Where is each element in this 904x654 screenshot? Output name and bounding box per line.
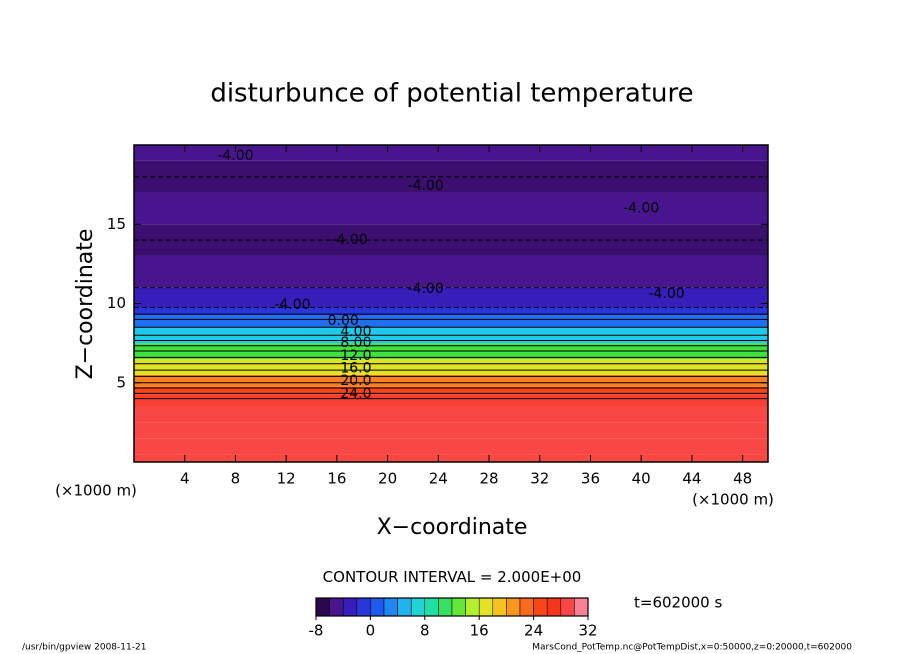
colorbar-cell <box>397 597 412 617</box>
colorbar-cell <box>574 597 589 617</box>
field-band <box>134 192 768 225</box>
colorbar-cell <box>546 597 562 617</box>
x-tick-label: 16 <box>327 470 346 488</box>
colorbar: -8 0 8 16 24 32 <box>309 597 598 640</box>
field-band <box>134 454 768 462</box>
colorbar-cell <box>315 597 330 617</box>
field-band <box>134 287 768 308</box>
colorbar-cell <box>492 597 507 617</box>
colorbar-cell <box>478 597 494 617</box>
y-tick-label: 15 <box>107 215 126 233</box>
colorbar-cell <box>356 597 371 617</box>
contour-label: -4.00 <box>623 200 659 216</box>
contour-label: -4.00 <box>274 297 310 313</box>
contour-label: 8.00 <box>340 335 371 351</box>
contour-interval-title: CONTOUR INTERVAL = <box>323 568 493 586</box>
colorbar-cell <box>451 597 466 617</box>
colorbar-tick-label: -8 <box>309 622 324 640</box>
field-band <box>134 145 768 161</box>
x-tick-label: 12 <box>277 470 296 488</box>
plot-area: -4.00 -4.00 -4.00 -4.00 -4.00 -4.00 -4.00 0.004… <box>134 145 768 462</box>
field-band <box>134 315 768 328</box>
contour-interval-value: 2.000E+00 <box>497 568 581 586</box>
chart-title: disturbunce of potential temperature <box>210 79 693 109</box>
colorbar-cell <box>506 597 521 617</box>
contour-label: -4.00 <box>408 178 444 194</box>
field-band <box>134 255 768 288</box>
colorbar-cell <box>438 597 453 617</box>
colorbar-cell <box>560 597 575 617</box>
contour-label: 16.0 <box>340 360 371 376</box>
colorbar-cell <box>465 597 480 617</box>
y-axis-label: Z−coordinate <box>73 229 98 380</box>
y-tick-label: 10 <box>107 294 126 312</box>
field-band <box>134 358 768 375</box>
contour-label: -4.00 <box>408 281 444 297</box>
contour-label: 0.00 <box>328 313 359 329</box>
colorbar-cell <box>342 597 358 617</box>
field-band <box>134 386 768 395</box>
x-tick-label: 8 <box>231 470 241 488</box>
y-tick-label: 5 <box>116 373 126 391</box>
x-tick-label: 32 <box>530 470 549 488</box>
contour-label: 12.0 <box>340 348 371 364</box>
y-unit-label: (×1000 m) <box>55 482 137 500</box>
colorbar-cell <box>329 597 344 617</box>
colorbar-cell <box>370 597 385 617</box>
colorbar-tick-label: 24 <box>524 622 543 640</box>
contour-label: 20.0 <box>340 373 371 389</box>
contour-label: -4.00 <box>217 148 253 164</box>
x-axis-label: X−coordinate <box>377 515 528 540</box>
colorbar-cell <box>424 597 439 617</box>
field-band <box>134 438 768 455</box>
field-band <box>134 374 768 387</box>
footer-left: /usr/bin/gpview 2008-11-21 <box>22 643 146 653</box>
colorbar-cell <box>533 597 548 617</box>
colorbar-frame <box>315 597 589 617</box>
contour-label: -4.00 <box>648 286 684 302</box>
field-band <box>134 422 768 439</box>
x-tick-label: 20 <box>378 470 397 488</box>
x-tick-label: 40 <box>632 470 651 488</box>
colorbar-tick-label: 8 <box>420 622 430 640</box>
colorbar-tick-label: 32 <box>578 622 597 640</box>
contour-label: 24.0 <box>340 386 371 402</box>
x-unit-label: (×1000 m) <box>692 491 774 509</box>
x-tick-label: 4 <box>180 470 190 488</box>
x-tick-label: 24 <box>429 470 448 488</box>
field-band <box>134 406 768 423</box>
colorbar-tick-label: 16 <box>470 622 489 640</box>
x-tick-label: 28 <box>479 470 498 488</box>
contour-interval: CONTOUR INTERVAL = 2.000E+00 <box>323 568 582 586</box>
contour-label: 4.00 <box>340 324 371 340</box>
time-label: t=602000 s <box>634 594 722 612</box>
x-tick-label: 44 <box>682 470 701 488</box>
footer-right: MarsCond_PotTemp.nc@PotTempDist,x=0:5000… <box>532 643 852 653</box>
colorbar-cell <box>410 597 426 617</box>
colorbar-cell <box>519 597 534 617</box>
x-tick-label: 36 <box>581 470 600 488</box>
field-band <box>134 307 768 316</box>
colorbar-tick-label: 0 <box>366 622 376 640</box>
x-tick-label: 48 <box>733 470 752 488</box>
contour-label: -4.00 <box>331 232 367 248</box>
field-band <box>134 394 768 407</box>
colorbar-cell <box>383 597 398 617</box>
